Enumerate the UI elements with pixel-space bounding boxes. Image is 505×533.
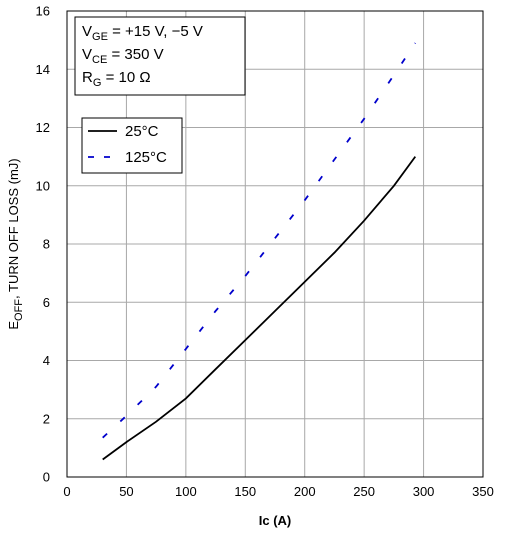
condition-rg-rest: = 10 Ω — [101, 69, 150, 86]
condition-vge-rest: = +15 V, −5 V — [108, 23, 203, 40]
series-line-0 — [102, 156, 417, 461]
x-tick-label: 300 — [413, 484, 435, 499]
y-tick-labels: 0 2 4 6 8 10 12 14 16 — [36, 4, 50, 485]
y-tick-label: 14 — [36, 62, 50, 77]
condition-rg-main: R — [82, 69, 93, 86]
condition-vce: VCE = 350 V — [82, 46, 164, 66]
series-lines — [102, 42, 417, 461]
condition-rg-sub: G — [93, 77, 102, 89]
y-tick-label: 12 — [36, 120, 50, 135]
y-tick-label: 6 — [43, 295, 50, 310]
y-axis-label: EOFF, TURN OFF LOSS (mJ) — [6, 158, 25, 329]
conditions-box-frame — [74, 16, 246, 96]
plot-frame — [66, 10, 484, 478]
condition-vce-rest: = 350 V — [107, 46, 163, 63]
y-tick-label: 4 — [43, 353, 50, 368]
series-line-1 — [102, 42, 417, 439]
y-axis-label-main: E — [6, 321, 21, 330]
x-tick-labels: 0 50 100 150 200 250 300 350 — [63, 484, 493, 499]
condition-vge: VGE = +15 V, −5 V — [82, 23, 203, 43]
legend: 25°C 125°C — [81, 117, 183, 174]
legend-label-25c: 25°C — [125, 123, 159, 140]
y-axis-label-sub: OFF — [13, 299, 25, 321]
legend-frame — [81, 117, 183, 174]
condition-vge-main: V — [82, 23, 92, 40]
condition-vge-sub: GE — [92, 31, 108, 43]
x-tick-label: 250 — [353, 484, 375, 499]
legend-label-125c: 125°C — [125, 149, 167, 166]
x-tick-label: 350 — [472, 484, 494, 499]
y-axis-label-rest: , TURN OFF LOSS (mJ) — [6, 158, 21, 299]
condition-vce-main: V — [82, 46, 92, 63]
y-tick-label: 8 — [43, 237, 50, 252]
x-axis-label: Ic (A) — [259, 513, 292, 528]
condition-vce-sub: CE — [92, 54, 107, 66]
conditions-box: VGE = +15 V, −5 V VCE = 350 V RG = 10 Ω — [74, 16, 246, 96]
x-tick-label: 150 — [234, 484, 256, 499]
x-tick-label: 50 — [119, 484, 133, 499]
x-tick-label: 0 — [63, 484, 70, 499]
x-tick-label: 100 — [175, 484, 197, 499]
condition-rg: RG = 10 Ω — [82, 69, 151, 89]
y-tick-label: 16 — [36, 4, 50, 19]
y-tick-label: 2 — [43, 411, 50, 426]
y-tick-label: 0 — [43, 470, 50, 485]
y-tick-label: 10 — [36, 178, 50, 193]
x-tick-label: 200 — [294, 484, 316, 499]
